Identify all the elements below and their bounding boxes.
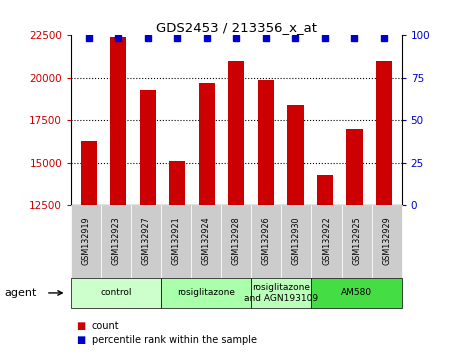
Text: count: count [92,321,119,331]
Text: GSM132921: GSM132921 [172,216,181,265]
Text: GSM132928: GSM132928 [232,216,241,265]
Text: control: control [101,289,132,297]
Bar [140,90,156,205]
Bar [81,141,97,205]
Text: GSM132923: GSM132923 [112,216,121,265]
Text: ■: ■ [76,321,85,331]
Bar [287,105,303,205]
Text: GSM132929: GSM132929 [382,216,391,265]
Text: GSM132922: GSM132922 [322,216,331,265]
Text: AM580: AM580 [341,289,372,297]
Bar [346,129,363,205]
Text: GSM132926: GSM132926 [262,216,271,265]
Bar [110,37,127,205]
Text: rosiglitazone
and AGN193109: rosiglitazone and AGN193109 [244,283,319,303]
Text: percentile rank within the sample: percentile rank within the sample [92,335,257,345]
Text: GSM132925: GSM132925 [352,216,361,265]
Text: GSM132927: GSM132927 [142,216,151,265]
Text: GSM132919: GSM132919 [82,216,91,265]
Text: ■: ■ [76,335,85,345]
Text: GSM132924: GSM132924 [202,216,211,265]
Text: rosiglitazone: rosiglitazone [177,289,235,297]
Bar [317,175,333,205]
Text: GSM132930: GSM132930 [292,216,301,265]
Bar [199,83,215,205]
Title: GDS2453 / 213356_x_at: GDS2453 / 213356_x_at [156,21,317,34]
Bar [376,61,392,205]
Bar [228,61,245,205]
Text: agent: agent [5,288,37,298]
Bar [258,80,274,205]
Bar [169,161,185,205]
